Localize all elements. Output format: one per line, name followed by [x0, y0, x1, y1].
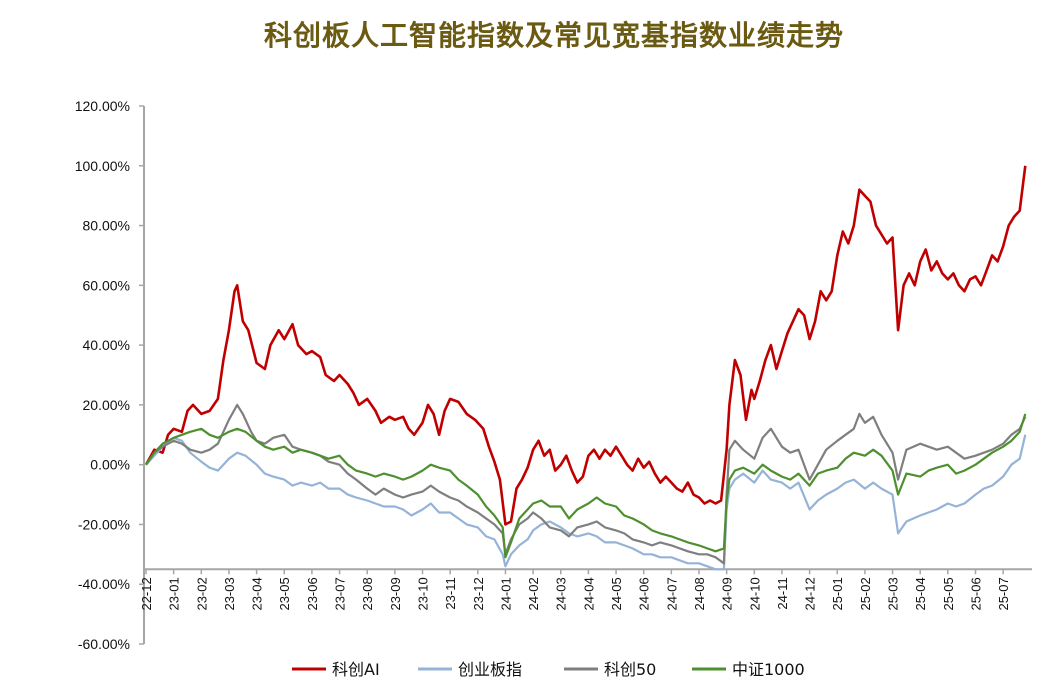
x-tick-label: 23-01: [167, 577, 182, 610]
x-tick-label: 24-10: [747, 577, 762, 610]
x-tick-label: 25-04: [913, 577, 928, 610]
y-tick-label: -60.00%: [78, 636, 130, 652]
x-tick-label: 23-04: [250, 577, 265, 610]
x-tick-label: 25-06: [969, 577, 984, 610]
x-tick-label: 25-01: [830, 577, 845, 610]
x-tick-label: 23-10: [416, 577, 431, 610]
series-line: [145, 413, 1027, 559]
x-tick-label: 23-12: [471, 577, 486, 610]
chart-title: 科创板人工智能指数及常见宽基指数业绩走势: [263, 19, 844, 52]
x-tick-label: 25-07: [996, 577, 1011, 610]
x-tick-label: 23-11: [443, 577, 458, 609]
x-tick-label: 23-07: [333, 577, 348, 610]
y-tick-label: 20.00%: [83, 397, 130, 413]
x-tick-label: 25-03: [886, 577, 901, 610]
legend: 科创AI 创业板指 科创50 中证1000: [292, 660, 805, 679]
x-tick-label: 24-06: [637, 577, 652, 610]
y-tick-label: 80.00%: [83, 218, 130, 234]
x-tick-label: 24-09: [720, 577, 735, 610]
x-tick-label: 24-05: [609, 577, 624, 610]
y-tick-label: -20.00%: [78, 516, 130, 532]
x-tick-label: 24-07: [664, 577, 679, 610]
y-tick-label: -40.00%: [78, 576, 130, 592]
y-tick-label: 40.00%: [83, 337, 130, 353]
x-tick-label: 23-08: [360, 577, 375, 610]
x-tick-label: 23-06: [305, 577, 320, 610]
series-line: [145, 403, 1027, 565]
x-tick-label: 24-02: [526, 577, 541, 610]
x-tick-label: 24-01: [498, 577, 513, 610]
x-tick-label: 23-03: [222, 577, 237, 610]
legend-label: 科创AI: [332, 660, 380, 679]
x-tick-label: 24-12: [803, 577, 818, 610]
x-tick-label: 23-09: [388, 577, 403, 610]
series-line: [145, 434, 1027, 571]
legend-label: 中证1000: [732, 660, 805, 679]
x-tick-label: 24-03: [554, 577, 569, 610]
x-tick-label: 23-05: [277, 577, 292, 610]
x-tick-label: 25-05: [941, 577, 956, 610]
x-tick-label: 22-12: [139, 577, 154, 610]
y-tick-label: 60.00%: [83, 277, 130, 293]
legend-label: 科创50: [604, 660, 656, 679]
y-tick-label: 120.00%: [75, 98, 130, 114]
y-axis: 120.00% 100.00% 80.00% 60.00% 40.00% 20.00% 0.…: [75, 98, 145, 652]
y-tick-label: 100.00%: [75, 158, 130, 174]
y-tick-label: 0.00%: [90, 457, 130, 473]
series-lines: [144, 165, 1027, 571]
x-tick-label: 24-04: [581, 577, 596, 610]
x-tick-label: 24-11: [775, 577, 790, 609]
legend-label: 创业板指: [458, 660, 522, 679]
x-tick-label: 23-02: [194, 577, 209, 610]
x-axis: 22-12 23-01 23-02 23-03 23-04 23-05 23-06 23-07…: [139, 568, 1032, 611]
x-tick-label: 24-08: [692, 577, 707, 610]
x-tick-label: 25-02: [858, 577, 873, 610]
series-line: [144, 165, 1027, 526]
